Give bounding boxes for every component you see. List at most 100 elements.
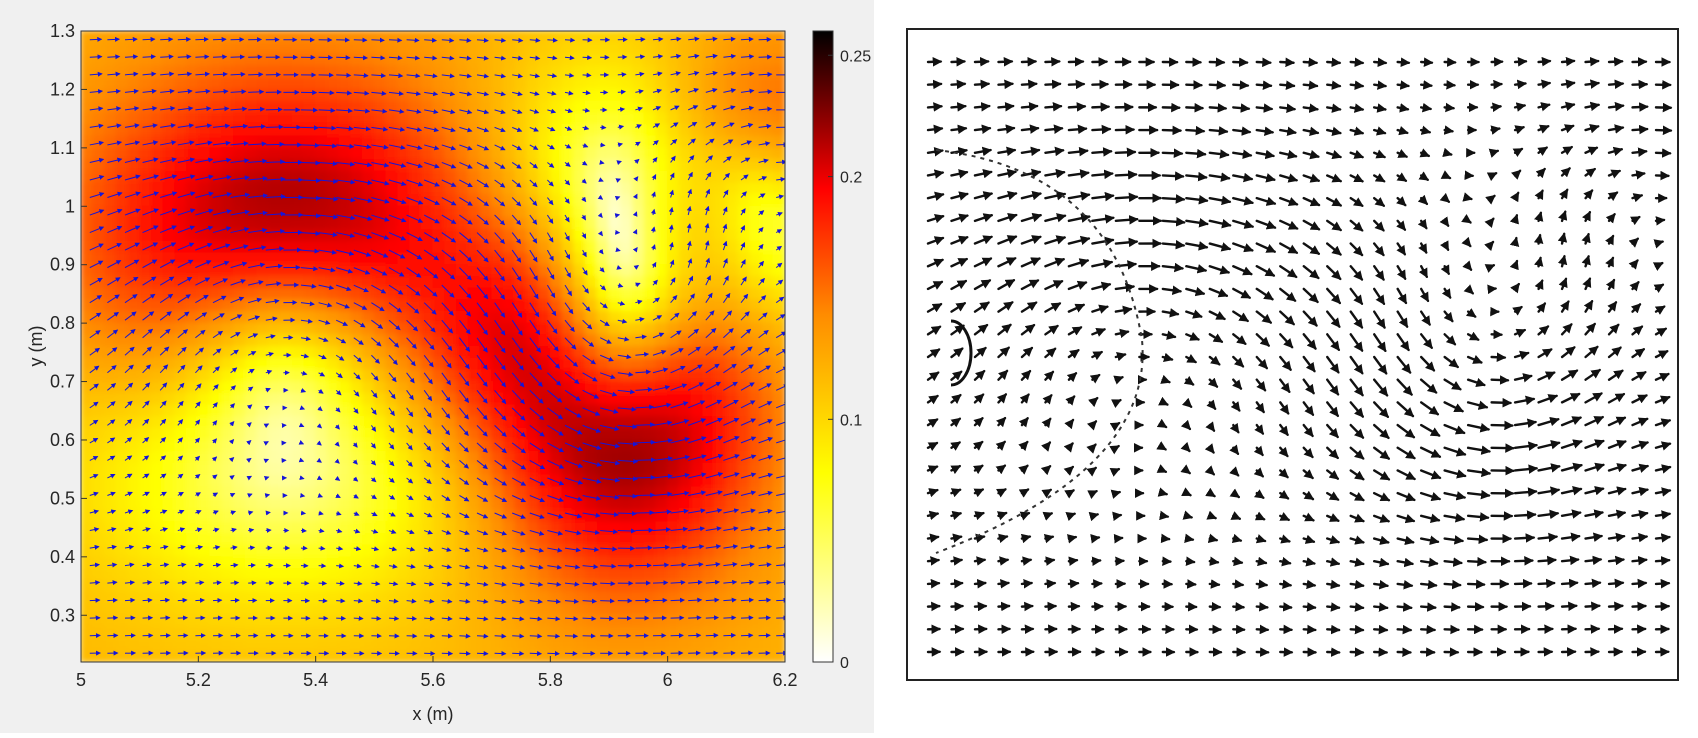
scanned-velocity-arrow <box>1045 259 1063 266</box>
heatmap-cell <box>81 521 94 534</box>
heatmap-cell <box>174 486 187 499</box>
heatmap-cell <box>562 124 575 137</box>
heatmap-cell <box>233 475 246 488</box>
scanned-velocity-arrow <box>998 106 1013 107</box>
heatmap-cell <box>163 217 176 230</box>
heatmap-cell <box>116 591 129 604</box>
heatmap-cell <box>397 545 410 558</box>
heatmap-cell <box>280 510 293 523</box>
heatmap-cell <box>386 568 399 581</box>
heatmap-cell <box>198 77 211 90</box>
heatmap-cell <box>691 334 704 347</box>
scanned-vector-plot <box>874 0 1698 733</box>
velocity-arrow <box>90 600 100 601</box>
heatmap-cell <box>257 626 270 639</box>
heatmap-cell <box>773 77 786 90</box>
heatmap-cell <box>456 650 469 663</box>
heatmap-cell <box>292 346 305 359</box>
heatmap-cell <box>210 206 223 219</box>
heatmap-cell <box>421 89 434 102</box>
heatmap-cell <box>127 638 140 651</box>
heatmap-cell <box>573 241 586 254</box>
heatmap-cell <box>280 463 293 476</box>
heatmap-cell <box>503 638 516 651</box>
heatmap-cell <box>644 311 657 324</box>
heatmap-cell <box>362 31 375 44</box>
velocity-arrow <box>635 39 644 40</box>
velocity-arrow <box>583 618 596 619</box>
heatmap-cell <box>515 463 528 476</box>
heatmap-cell <box>116 42 129 55</box>
heatmap-cell <box>749 439 762 452</box>
heatmap-cell <box>374 182 387 195</box>
heatmap-cell <box>761 416 774 429</box>
scanned-velocity-arrow <box>975 348 986 357</box>
heatmap-cell <box>562 229 575 242</box>
heatmap-cell <box>350 650 363 663</box>
heatmap-cell <box>515 31 528 44</box>
scanned-velocity-arrow <box>998 258 1015 266</box>
heatmap-cell <box>491 591 504 604</box>
heatmap-cell <box>245 381 258 394</box>
heatmap-cell <box>573 615 586 628</box>
heatmap-cell <box>186 101 199 114</box>
heatmap-cell <box>139 626 152 639</box>
heatmap-cell <box>679 112 692 125</box>
heatmap-cell <box>163 171 176 184</box>
heatmap-cell <box>538 323 551 336</box>
heatmap-cell <box>749 568 762 581</box>
scanned-velocity-arrow <box>1092 537 1098 538</box>
heatmap-cell <box>609 194 622 207</box>
heatmap-cell <box>92 323 105 336</box>
heatmap-cell <box>491 568 504 581</box>
heatmap-cell <box>667 498 680 511</box>
heatmap-cell <box>186 568 199 581</box>
heatmap-cell <box>667 77 680 90</box>
heatmap-cell <box>573 323 586 336</box>
heatmap-cell <box>644 451 657 464</box>
scanned-velocity-arrow <box>1069 260 1088 266</box>
heatmap-cell <box>503 498 516 511</box>
heatmap-cell <box>632 159 645 172</box>
heatmap-cell <box>738 171 751 184</box>
heatmap-cell <box>550 206 563 219</box>
heatmap-cell <box>691 124 704 137</box>
heatmap-cell <box>303 136 316 149</box>
heatmap-cell <box>738 486 751 499</box>
heatmap-cell <box>315 580 328 593</box>
heatmap-cell <box>303 393 316 406</box>
scanned-velocity-arrow <box>1069 327 1081 334</box>
scanned-velocity-arrow <box>975 513 983 516</box>
heatmap-cell <box>303 615 316 628</box>
heatmap-cell <box>526 591 539 604</box>
heatmap-cell <box>620 54 633 67</box>
heatmap-cell <box>151 358 164 371</box>
heatmap-cell <box>210 463 223 476</box>
heatmap-cell <box>632 311 645 324</box>
heatmap-cell <box>245 393 258 406</box>
heatmap-cell <box>726 229 739 242</box>
heatmap-cell <box>714 626 727 639</box>
heatmap-cell <box>151 323 164 336</box>
heatmap-cell <box>92 358 105 371</box>
heatmap-cell <box>573 510 586 523</box>
heatmap-cell <box>327 159 340 172</box>
heatmap-cell <box>292 334 305 347</box>
heatmap-cell <box>503 439 516 452</box>
heatmap-cell <box>632 288 645 301</box>
heatmap-cell <box>620 112 633 125</box>
heatmap-cell <box>245 428 258 441</box>
scanned-velocity-arrow <box>975 418 982 425</box>
heatmap-cell <box>327 66 340 79</box>
scanned-velocity-arrow <box>1069 283 1086 289</box>
heatmap-cell <box>151 533 164 546</box>
heatmap-cell <box>257 31 270 44</box>
scanned-velocity-arrow <box>1045 560 1053 561</box>
velocity-arrow <box>759 618 771 619</box>
heatmap-cell <box>339 650 352 663</box>
heatmap-cell <box>339 381 352 394</box>
heatmap-cell <box>186 533 199 546</box>
heatmap-cell <box>397 580 410 593</box>
heatmap-cell <box>597 393 610 406</box>
heatmap-cell <box>104 556 117 569</box>
